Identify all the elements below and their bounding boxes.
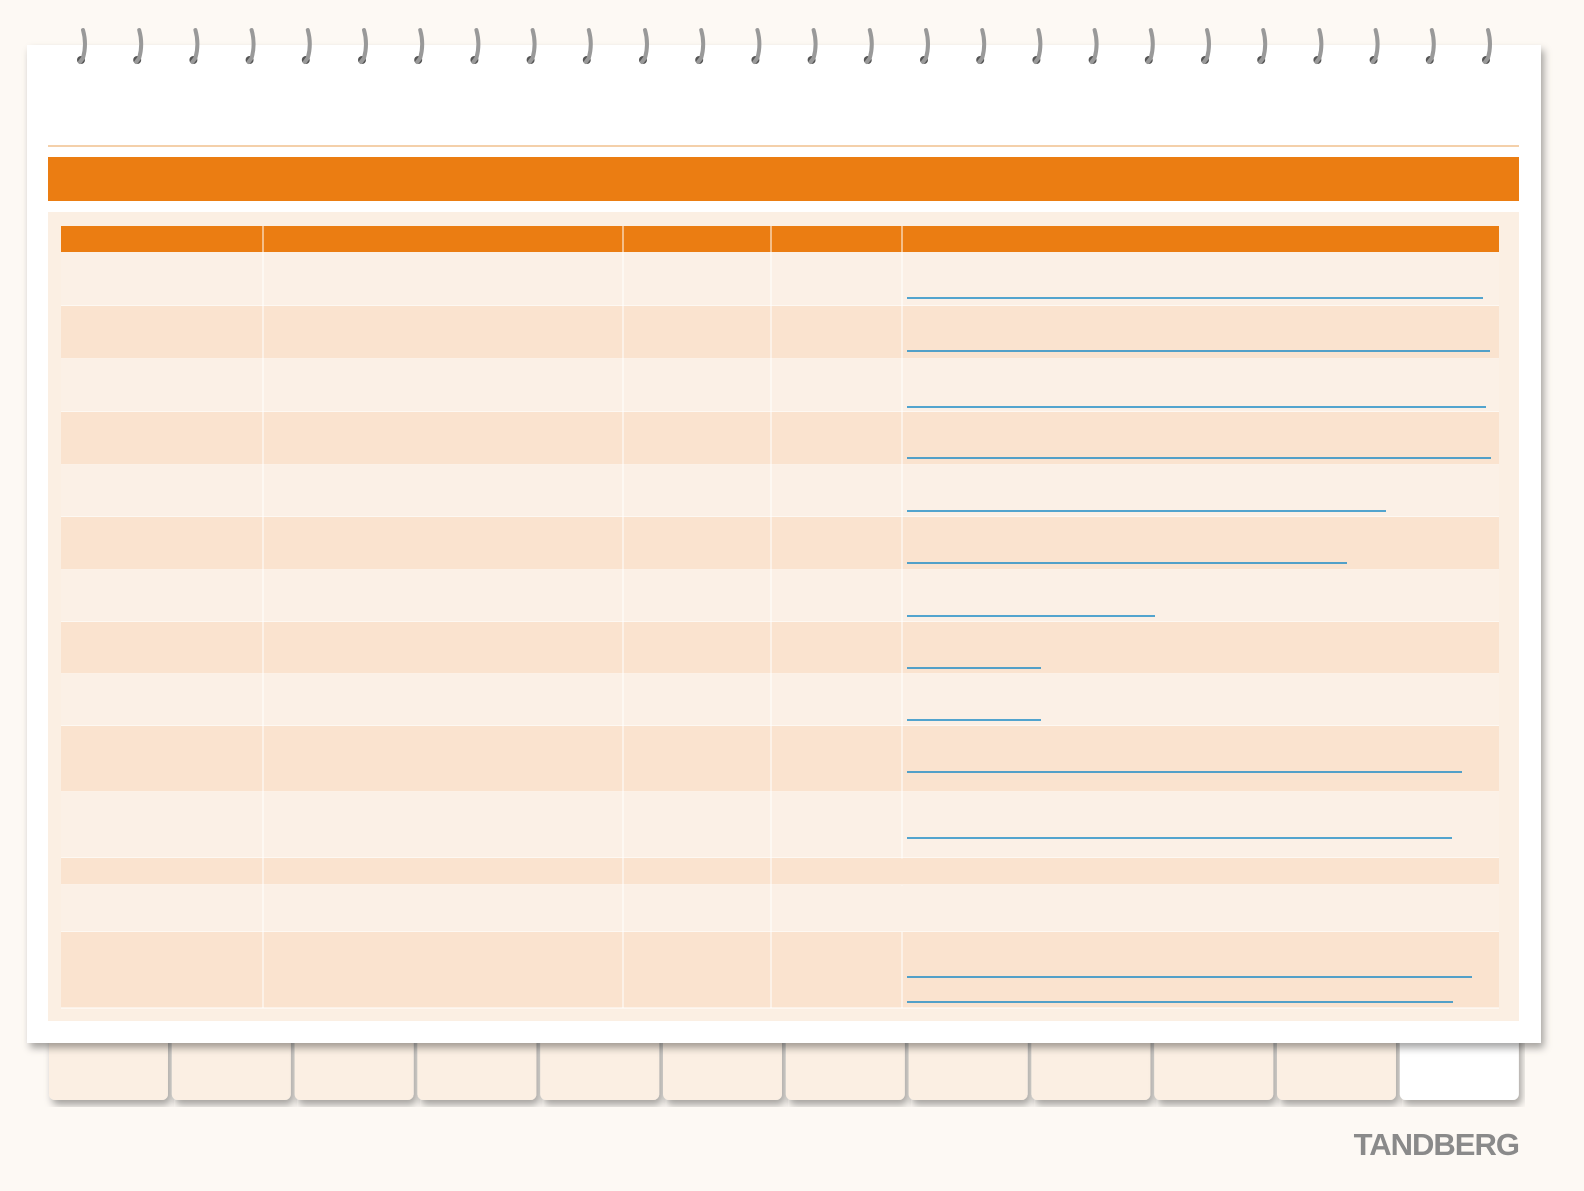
table-row <box>61 570 1499 622</box>
tab[interactable] <box>663 1030 782 1100</box>
ring <box>696 28 706 64</box>
ring <box>640 28 649 64</box>
table-row <box>61 517 1499 570</box>
ring <box>808 28 818 64</box>
ring <box>1033 28 1043 64</box>
table-row <box>61 622 1499 674</box>
tab[interactable] <box>49 1030 168 1100</box>
table-row <box>61 674 1499 726</box>
ring <box>752 28 762 64</box>
ring <box>1202 28 1211 64</box>
ring <box>977 28 987 64</box>
ring <box>471 28 481 64</box>
ring <box>246 28 256 64</box>
section-bar <box>48 157 1519 201</box>
table-row <box>61 932 1499 1008</box>
tab[interactable] <box>417 1030 537 1100</box>
ring <box>1483 28 1492 64</box>
ring <box>1258 28 1268 64</box>
ring <box>583 28 593 64</box>
ring <box>864 28 874 64</box>
tab[interactable] <box>1399 1030 1519 1100</box>
ring <box>78 28 87 64</box>
table-row <box>61 726 1499 792</box>
table-row <box>61 306 1499 359</box>
header-row <box>61 226 1499 252</box>
table-row <box>61 465 1499 517</box>
ring <box>921 28 930 64</box>
ring <box>359 28 368 64</box>
ring <box>1426 28 1436 64</box>
table-row <box>61 359 1499 412</box>
tab[interactable] <box>540 1030 660 1100</box>
tab[interactable] <box>171 1030 291 1100</box>
merged-cell-fill <box>772 885 1499 932</box>
ring <box>1314 28 1324 64</box>
merged-cell-fill <box>772 858 1499 885</box>
ring <box>527 28 537 64</box>
table-row <box>61 792 1499 858</box>
tab[interactable] <box>785 1030 905 1100</box>
tab[interactable] <box>1154 1030 1274 1100</box>
logo: TANDBERG <box>1354 1127 1519 1162</box>
ring <box>1370 28 1380 64</box>
table-row <box>61 252 1499 306</box>
table <box>61 226 1499 1009</box>
tab[interactable] <box>1277 1030 1396 1100</box>
ring <box>1089 28 1099 64</box>
tab-bar <box>49 1030 1519 1100</box>
tab[interactable] <box>908 1030 1028 1100</box>
ring <box>302 28 312 64</box>
spiral-binding <box>77 28 1492 64</box>
tab[interactable] <box>294 1030 414 1100</box>
ring <box>1145 28 1155 64</box>
table-row <box>61 412 1499 465</box>
ring <box>134 28 144 64</box>
ring <box>190 28 200 64</box>
tab[interactable] <box>1031 1030 1151 1100</box>
ring <box>415 28 425 64</box>
